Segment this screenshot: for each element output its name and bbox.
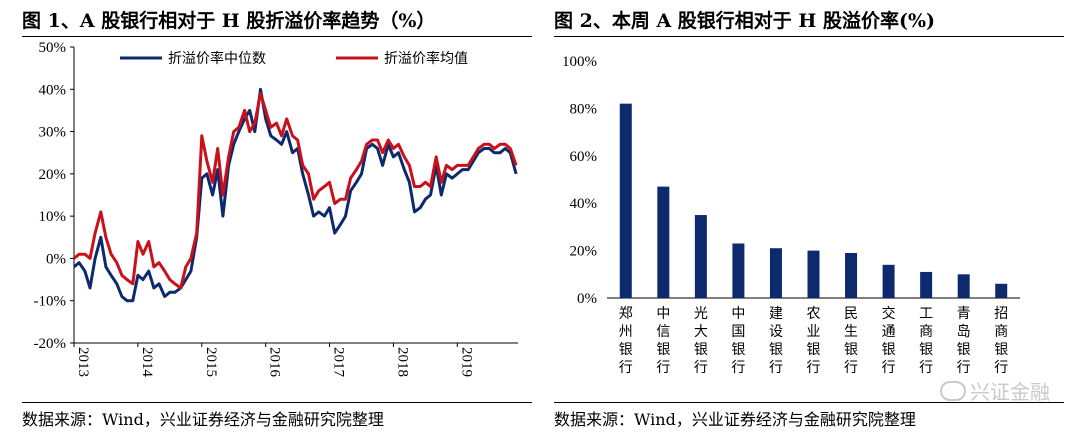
y-tick-label: 80% bbox=[570, 101, 598, 117]
category-label: 青岛银行 bbox=[957, 306, 971, 376]
bar bbox=[694, 215, 707, 298]
y-tick-label: 50% bbox=[39, 40, 67, 56]
bar bbox=[882, 264, 895, 298]
bar bbox=[807, 250, 820, 298]
x-tick-label: 2019 bbox=[458, 347, 474, 377]
legend-label: 折溢价率中位数 bbox=[168, 50, 266, 67]
x-tick-label: 2018 bbox=[394, 347, 410, 377]
source-note: 数据来源：Wind，兴业证券经济与金融研究院整理 bbox=[22, 410, 384, 429]
y-tick-label: 40% bbox=[570, 196, 598, 212]
y-tick-label: 30% bbox=[39, 125, 67, 141]
bar bbox=[920, 271, 933, 298]
series-line-1 bbox=[73, 92, 518, 290]
y-tick-label: 100% bbox=[562, 54, 597, 70]
x-tick-label: 2015 bbox=[203, 347, 219, 377]
x-tick-label: 2017 bbox=[331, 347, 347, 378]
category-label: 交通银行 bbox=[882, 305, 896, 376]
chart-title: 图 1、A 股银行相对于 H 股折溢价率趋势（%） bbox=[22, 10, 436, 32]
bar bbox=[732, 243, 745, 298]
category-label: 工商银行 bbox=[919, 306, 933, 376]
category-label: 招商银行 bbox=[994, 306, 1008, 376]
y-tick-label: -20% bbox=[34, 336, 67, 352]
y-tick-label: 40% bbox=[39, 82, 67, 98]
bar bbox=[619, 103, 632, 298]
chart-title: 图 2、本周 A 股银行相对于 H 股溢价率(%) bbox=[554, 10, 936, 32]
category-label: 民生银行 bbox=[844, 306, 858, 376]
source-rule bbox=[22, 402, 532, 403]
bar-chart: 0% 20% 40% 60% 80% 100% 郑州银行 中信银行 光大银行 中国银行 建设银行 农业… bbox=[562, 54, 1020, 376]
category-label: 中国银行 bbox=[731, 306, 745, 376]
category-label: 中信银行 bbox=[656, 306, 670, 376]
x-tick-label: 2016 bbox=[267, 347, 283, 378]
y-tick-label: 20% bbox=[570, 244, 598, 260]
title-rule bbox=[554, 36, 1064, 37]
source-rule bbox=[554, 402, 1064, 403]
bar-chart-panel: 图 2、本周 A 股银行相对于 H 股溢价率(%) 0% 20% 40% 60% 80%… bbox=[540, 0, 1080, 440]
category-label: 建设银行 bbox=[769, 306, 783, 376]
x-tick-label: 2014 bbox=[139, 347, 155, 378]
title-rule bbox=[22, 36, 532, 37]
source-note: 数据来源：Wind，兴业证券经济与金融研究院整理 bbox=[554, 410, 916, 429]
bar bbox=[957, 274, 970, 298]
category-label: 光大银行 bbox=[694, 306, 708, 376]
bar bbox=[769, 248, 782, 298]
line-chart: -20% -10% 0% 10% 20% 30% 40% 50% 2013 2014 2015 201… bbox=[34, 40, 518, 378]
bar bbox=[845, 252, 858, 298]
category-label: 农业银行 bbox=[807, 306, 821, 376]
bar bbox=[657, 186, 670, 298]
y-tick-label: 20% bbox=[39, 167, 67, 183]
wechat-icon bbox=[940, 381, 966, 401]
y-tick-label: 60% bbox=[570, 149, 598, 165]
series-line-0 bbox=[73, 87, 518, 303]
category-label: 郑州银行 bbox=[619, 306, 633, 376]
y-tick-label: -10% bbox=[34, 294, 67, 310]
watermark-text: 兴证金融 bbox=[970, 380, 1050, 404]
y-tick-label: 10% bbox=[39, 209, 67, 225]
line-chart-panel: 图 1、A 股银行相对于 H 股折溢价率趋势（%） -20% -10% 0% 10% 2… bbox=[22, 10, 532, 429]
y-tick-label: 0% bbox=[46, 251, 66, 267]
bar bbox=[995, 283, 1008, 298]
watermark: 兴证金融 bbox=[940, 376, 1050, 405]
x-tick-label: 2013 bbox=[75, 347, 91, 377]
y-tick-label: 0% bbox=[577, 291, 597, 307]
legend-label: 折溢价率均值 bbox=[384, 50, 468, 67]
